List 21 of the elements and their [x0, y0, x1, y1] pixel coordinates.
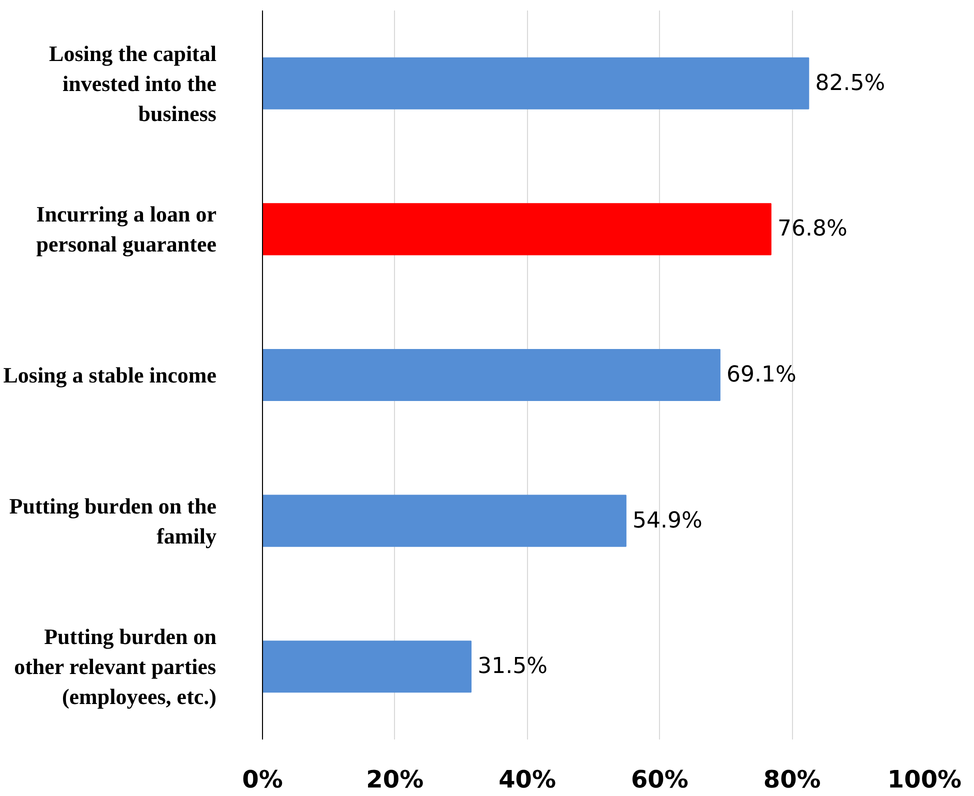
bar — [262, 640, 472, 693]
data-label: 54.9% — [632, 508, 702, 534]
bar — [262, 348, 720, 402]
y-tick-label: Incurring a loan or personal guarantee — [36, 202, 217, 257]
y-tick-label: Putting burden on the family — [9, 493, 217, 548]
data-label: 69.1% — [726, 362, 796, 388]
data-label: 82.5% — [815, 70, 886, 96]
y-tick-label: Putting burden on other relevant parties (employees, etc.) — [14, 624, 217, 710]
data-label: 76.8% — [778, 216, 848, 242]
x-tick-label: 60% — [630, 766, 688, 794]
bar — [262, 57, 810, 110]
x-tick-label: 80% — [763, 766, 821, 794]
y-tick-label: Losing a stable income — [3, 362, 217, 388]
bar — [262, 203, 772, 256]
bar — [262, 494, 626, 547]
data-label: 31.5% — [478, 654, 548, 680]
x-tick-label: 100% — [887, 766, 962, 794]
x-tick-label: 20% — [366, 766, 424, 794]
x-tick-label: 0% — [242, 766, 283, 794]
x-tick-label: 40% — [498, 766, 556, 794]
y-tick-label: Losing the capital invested into the business — [49, 40, 217, 126]
